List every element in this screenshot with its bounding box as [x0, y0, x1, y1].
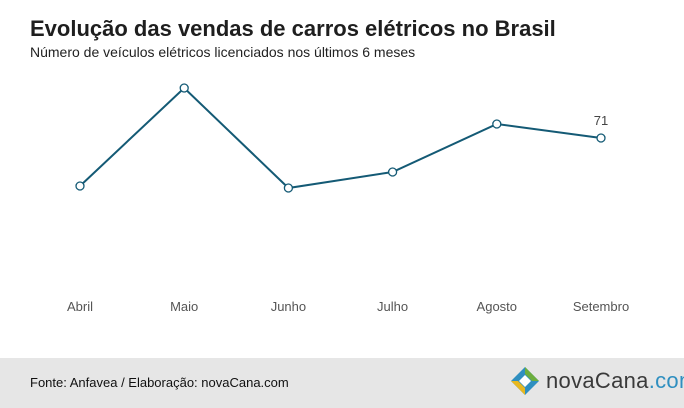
novacana-logo: novaCana.com — [510, 366, 684, 396]
logo-wordmark-main: novaCana — [546, 368, 649, 393]
data-point[interactable] — [492, 119, 502, 129]
x-tick-label: Abril — [67, 299, 93, 314]
line-chart: Abril Maio Junho Julho Agosto Setembro 71 — [67, 83, 629, 314]
data-point[interactable] — [596, 133, 606, 143]
logo-wordmark-suffix: .com — [648, 368, 684, 393]
x-tick-label: Setembro — [573, 299, 629, 314]
logo-wordmark: novaCana.com — [546, 368, 684, 394]
series-line — [79, 86, 602, 190]
source-note: Fonte: Anfavea / Elaboração: novaCana.co… — [30, 375, 289, 390]
footer: Fonte: Anfavea / Elaboração: novaCana.co… — [0, 358, 684, 408]
chart-subtitle: Número de veículos elétricos licenciados… — [30, 44, 416, 60]
x-tick-label: Maio — [170, 299, 198, 314]
x-tick-label: Julho — [377, 299, 408, 314]
data-point[interactable] — [75, 181, 85, 191]
x-tick-label: Agosto — [477, 299, 517, 314]
data-point[interactable] — [179, 83, 189, 93]
chart-title: Evolução das vendas de carros elétricos … — [30, 16, 556, 41]
data-label: 71 — [594, 113, 608, 128]
data-point[interactable] — [387, 167, 398, 177]
data-point[interactable] — [283, 183, 294, 193]
x-tick-label: Junho — [271, 299, 306, 314]
novacana-logo-icon — [511, 367, 539, 395]
